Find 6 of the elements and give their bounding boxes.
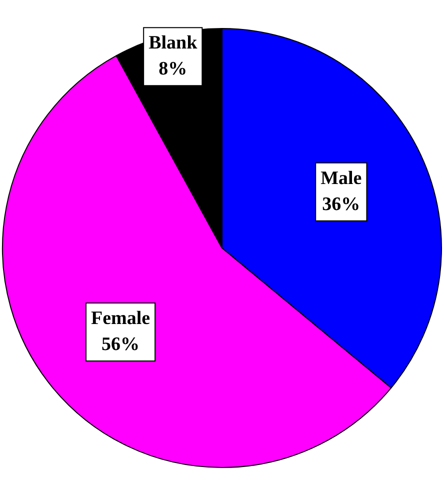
data-label: 8%	[158, 58, 188, 80]
slice-label: Female	[90, 308, 150, 329]
slice-label: Blank	[148, 32, 198, 54]
data-label: 56%	[102, 334, 140, 355]
slice-label: Male	[320, 168, 362, 189]
data-label: 36%	[322, 194, 360, 215]
